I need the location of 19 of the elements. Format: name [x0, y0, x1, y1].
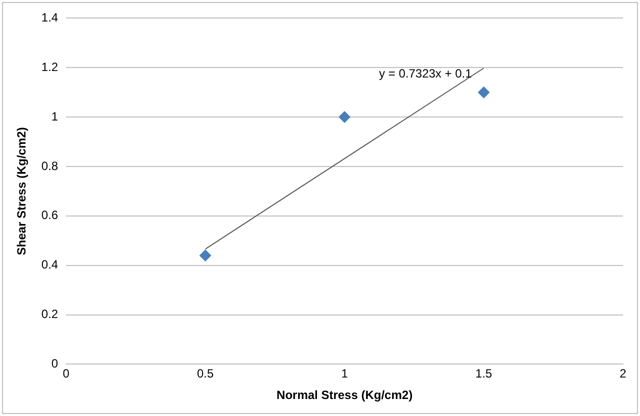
x-tick-label: 1 [341, 366, 348, 381]
y-tick-label: 0.2 [41, 307, 58, 322]
y-tick-label: 1 [51, 109, 58, 124]
y-tick-label: 0.8 [41, 158, 58, 173]
point [199, 249, 212, 262]
y-tick-label: 1.2 [41, 60, 58, 74]
x-tick-label: 1.5 [475, 366, 492, 381]
y-tick-label: 1.4 [41, 10, 58, 25]
point [478, 86, 490, 98]
point [338, 111, 351, 124]
x-tick-label: 0.5 [196, 366, 214, 381]
x-tick-label: 0 [62, 366, 70, 381]
y-tick-label: 0.4 [41, 258, 58, 272]
y-tick-label: 0.6 [41, 208, 58, 222]
y-tick-label: 0 [51, 356, 58, 371]
y-axis-title: Shear Stress (Kg/cm2) [14, 127, 29, 256]
annotation: y = 0.7323x + 0.1 [379, 66, 472, 80]
x-axis-title: Normal Stress (Kg/cm2) [276, 388, 413, 402]
x-tick-label: 2 [620, 366, 627, 381]
